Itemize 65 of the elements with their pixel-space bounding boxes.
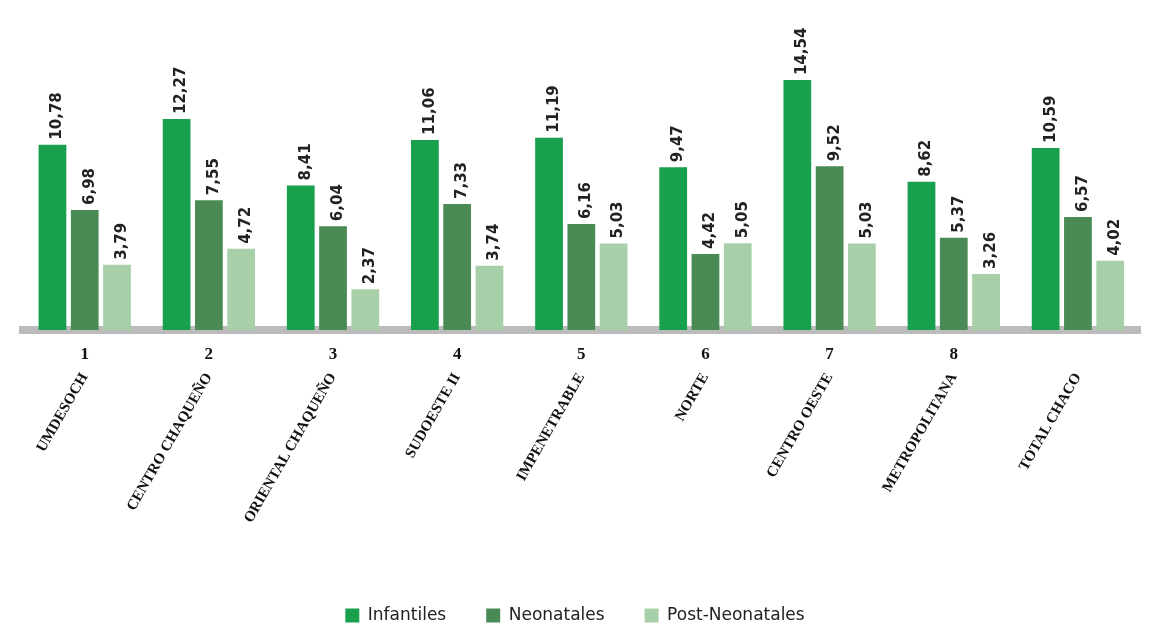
data-label: 5,37 [948,195,967,233]
data-label: 11,19 [543,85,562,133]
bar [227,248,256,330]
data-label: 4,42 [700,211,719,249]
data-label: 5,03 [608,201,627,239]
bar [939,237,968,330]
bar [411,139,439,330]
text: 4 [452,343,462,363]
bar [103,264,131,330]
data-label: 4,02 [1105,218,1124,256]
legend-label: Post-Neonatales [667,603,805,624]
data-label: 14,54 [792,27,811,76]
text: 5 [577,343,586,363]
bar [1096,260,1125,330]
bar [351,289,380,330]
legend-label: Infantiles [367,603,447,624]
bar [815,166,844,330]
bar [599,243,628,330]
bar [907,181,936,330]
data-label: 6,16 [576,182,595,220]
text: 8 [949,343,959,363]
bar [319,226,347,330]
data-label: 6,98 [79,167,98,205]
bar [70,209,99,330]
data-label: 12,27 [171,66,190,115]
bar [1031,147,1060,330]
data-label: 5,03 [856,201,875,239]
bar [659,167,688,330]
data-label: 9,52 [824,124,843,162]
text: 2 [204,343,214,363]
bar [783,80,812,330]
data-label: 11,06 [419,87,438,135]
data-label: 4,72 [236,206,255,244]
text: 6 [701,343,710,363]
data-label: 10,59 [1040,95,1059,143]
bar [475,265,504,330]
data-label: 10,78 [47,92,66,140]
text: 3 [328,343,338,363]
bar [162,119,191,330]
bar [972,273,1000,330]
legend-label: Neonatales [508,603,605,624]
bar [38,144,67,330]
data-label: 5,05 [732,201,751,239]
bar [848,243,876,330]
bar [286,185,315,330]
data-label: 2,37 [360,247,379,285]
data-label: 8,62 [916,139,935,177]
bar [194,200,223,330]
data-label: 3,26 [980,231,999,269]
data-label: 7,33 [452,161,471,199]
data-label: 8,41 [295,143,314,181]
bar [567,224,596,330]
data-label: 6,57 [1072,175,1091,213]
bar [1064,217,1092,330]
bar [443,203,472,330]
bar [691,253,720,330]
text: 1 [80,343,89,363]
data-label: 6,04 [327,184,346,222]
text: 7 [825,343,835,363]
data-label: 7,55 [203,158,222,196]
data-label: 9,47 [668,125,687,163]
data-label: 3,74 [484,223,503,261]
bar [723,243,752,330]
data-label: 3,79 [111,222,130,260]
bar [535,137,563,330]
